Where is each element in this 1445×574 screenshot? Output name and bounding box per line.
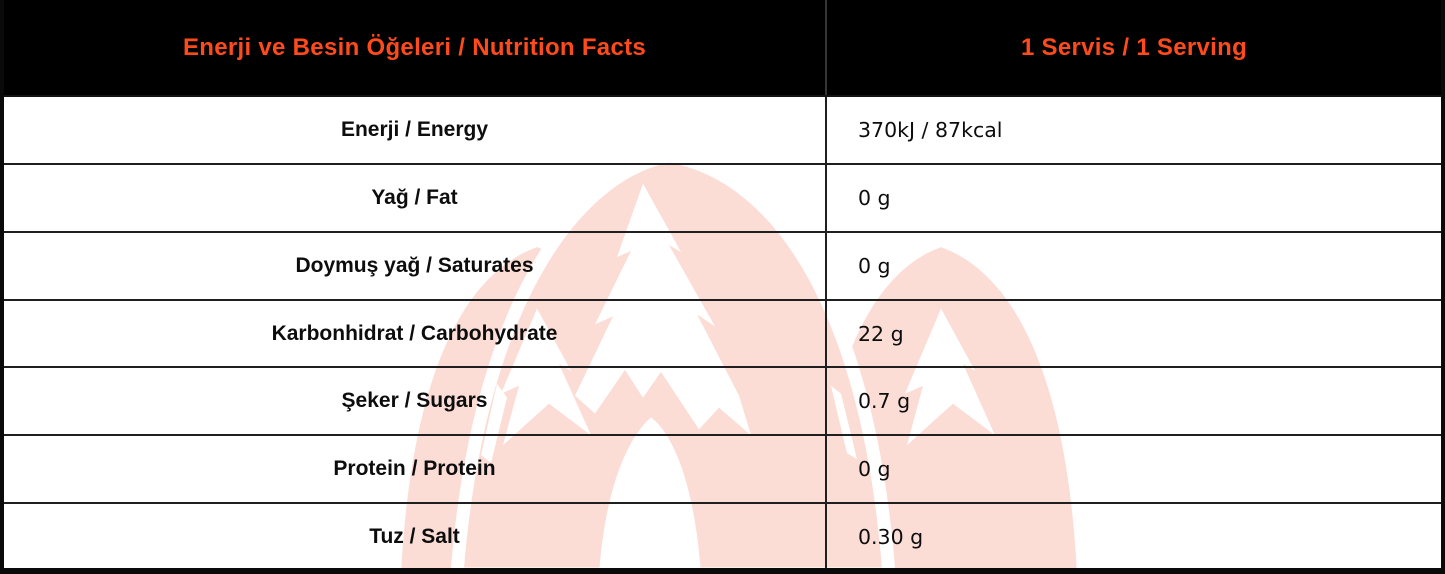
- nutrient-value: 0 g: [858, 457, 891, 482]
- nutrient-value: 0 g: [858, 185, 891, 210]
- table-row-fat: Yağ / Fat 0 g: [4, 164, 1441, 233]
- bottom-border-bar: [4, 568, 1441, 574]
- table-row-protein: Protein / Protein 0 g: [4, 436, 1441, 505]
- nutrient-label: Yağ / Fat: [371, 185, 458, 209]
- nutrient-value: 22 g: [858, 321, 904, 346]
- nutrient-label: Şeker / Sugars: [341, 389, 488, 413]
- nutrition-table-body: Enerji / Energy 370kJ / 87kcal Yağ / Fat…: [4, 95, 1441, 571]
- nutrient-label: Tuz / Salt: [369, 525, 460, 549]
- table-header: Enerji ve Besin Öğeleri / Nutrition Fact…: [4, 0, 1441, 95]
- table-row-sugars: Şeker / Sugars 0.7 g: [4, 368, 1441, 437]
- column-divider: [825, 97, 827, 163]
- nutrient-label: Doymuş yağ / Saturates: [295, 253, 534, 277]
- nutrient-value: 0.7 g: [858, 389, 911, 414]
- nutrient-value: 370kJ / 87kcal: [858, 117, 1003, 142]
- header-title-nutrition-facts: Enerji ve Besin Öğeleri / Nutrition Fact…: [182, 33, 647, 61]
- header-column-divider: [825, 0, 827, 95]
- header-title-serving: 1 Servis / 1 Serving: [1020, 33, 1248, 61]
- nutrient-value: 0.30 g: [858, 525, 924, 550]
- table-row-carbohydrate: Karbonhidrat / Carbohydrate 22 g: [4, 300, 1441, 369]
- nutrient-label: Enerji / Energy: [340, 117, 489, 141]
- table-row-salt: Tuz / Salt 0.30 g: [4, 504, 1441, 571]
- table-row-saturates: Doymuş yağ / Saturates 0 g: [4, 232, 1441, 301]
- nutrient-label: Karbonhidrat / Carbohydrate: [271, 321, 558, 345]
- nutrient-label: Protein / Protein: [333, 457, 496, 481]
- table-row-energy: Enerji / Energy 370kJ / 87kcal: [4, 97, 1441, 165]
- nutrient-value: 0 g: [858, 253, 891, 278]
